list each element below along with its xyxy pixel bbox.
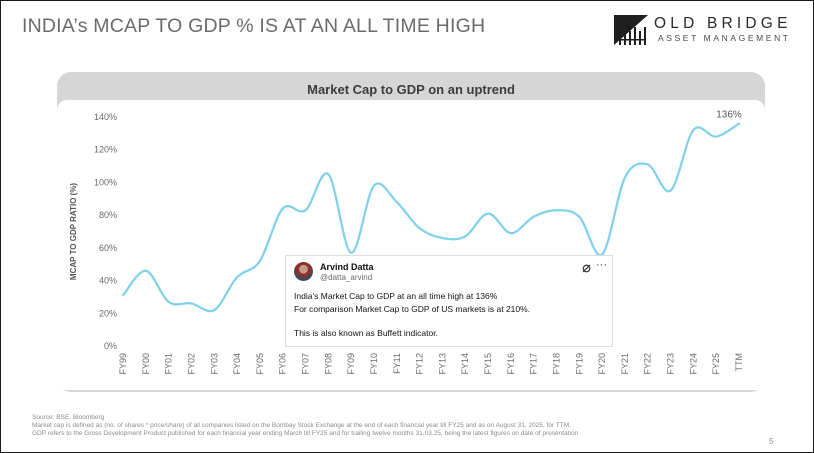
tweet-card: Arvind Datta @datta_arvind ··· India’s M… xyxy=(285,255,613,347)
more-options-icon[interactable]: ··· xyxy=(596,259,607,271)
tweet-author-handle[interactable]: @datta_arvind xyxy=(320,273,373,282)
footnote-market-cap-definition: Market cap is defined as (no. of shares … xyxy=(32,422,571,429)
x-tick-label: FY04 xyxy=(232,353,242,375)
y-tick-label: 40% xyxy=(99,276,117,286)
x-tick-label: FY20 xyxy=(597,353,607,375)
x-tick-label: FY00 xyxy=(141,353,151,375)
y-tick-label: 60% xyxy=(99,243,117,253)
footnote-gdp-definition: GDP refers to the Gross Development Prod… xyxy=(32,430,579,437)
page-number: 5 xyxy=(769,437,774,446)
avatar[interactable] xyxy=(294,262,313,281)
x-tick-label: FY01 xyxy=(164,353,174,375)
x-tick-label: FY23 xyxy=(666,353,676,375)
chart-title: Market Cap to GDP on an uptrend xyxy=(307,82,515,97)
x-tick-label: FY10 xyxy=(369,353,379,375)
tweet-body: India’s Market Cap to GDP at an all time… xyxy=(294,290,606,340)
y-tick-label: 120% xyxy=(94,145,117,155)
x-tick-label: FY06 xyxy=(278,353,288,375)
logo-subtitle: ASSET MANAGEMENT xyxy=(658,33,791,43)
x-tick-label: FY15 xyxy=(483,353,493,375)
tweet-line-break xyxy=(294,316,606,327)
tweet-text-line: For comparison Market Cap to GDP of US m… xyxy=(294,304,531,314)
old-bridge-logo: OLD BRIDGE ASSET MANAGEMENT xyxy=(614,15,804,45)
tweet-author-name[interactable]: Arvind Datta xyxy=(320,262,374,272)
y-tick-label: 20% xyxy=(99,308,117,318)
x-tick-label: FY03 xyxy=(209,353,219,375)
x-tick-label: FY12 xyxy=(415,353,425,375)
x-tick-label: FY02 xyxy=(186,353,196,375)
y-tick-label: 80% xyxy=(99,210,117,220)
footnote-source: Source: BSE, Bloomberg xyxy=(32,414,105,421)
x-tick-label: FY22 xyxy=(643,353,653,375)
x-tick-label: FY08 xyxy=(323,353,333,375)
x-tick-label: FY25 xyxy=(711,353,721,375)
data-label: 136% xyxy=(716,110,742,121)
x-tick-label: FY24 xyxy=(688,353,698,375)
x-tick-label: FY16 xyxy=(506,353,516,375)
x-tick-label: TTM xyxy=(734,353,744,372)
y-tick-label: 140% xyxy=(94,112,117,122)
x-tick-label: FY05 xyxy=(255,353,265,375)
x-tick-label: FY21 xyxy=(620,353,630,375)
y-axis-title: MCAP TO GDP RATIO (%) xyxy=(69,183,78,281)
tweet-text-line: This is also known as Buffett indicator. xyxy=(294,328,438,338)
y-tick-label: 100% xyxy=(94,177,117,187)
tweet-text-line: India’s Market Cap to GDP at an all time… xyxy=(294,291,498,301)
grok-icon[interactable] xyxy=(582,264,591,273)
x-tick-label: FY07 xyxy=(301,353,311,375)
x-tick-label: FY99 xyxy=(118,353,128,375)
x-tick-label: FY11 xyxy=(392,353,402,374)
x-tick-label: FY09 xyxy=(346,353,356,375)
x-tick-label: FY13 xyxy=(437,353,447,375)
x-tick-label: FY17 xyxy=(529,353,539,375)
x-tick-label: FY18 xyxy=(551,353,561,375)
line-chart: MCAP TO GDP RATIO (%) 0% 20% 40% 60% 80% 100% 1… xyxy=(69,110,744,375)
slide-title: INDIA’s MCAP TO GDP % IS AT AN ALL TIME … xyxy=(22,15,486,37)
footnotes: Source: BSE, Bloomberg Market cap is def… xyxy=(32,414,762,438)
x-tick-label: FY19 xyxy=(574,353,584,375)
logo-name: OLD BRIDGE xyxy=(654,15,792,32)
series-line xyxy=(121,122,741,313)
old-bridge-logo-icon xyxy=(614,15,648,45)
y-tick-label: 0% xyxy=(104,341,117,351)
x-tick-label: FY14 xyxy=(460,353,470,375)
